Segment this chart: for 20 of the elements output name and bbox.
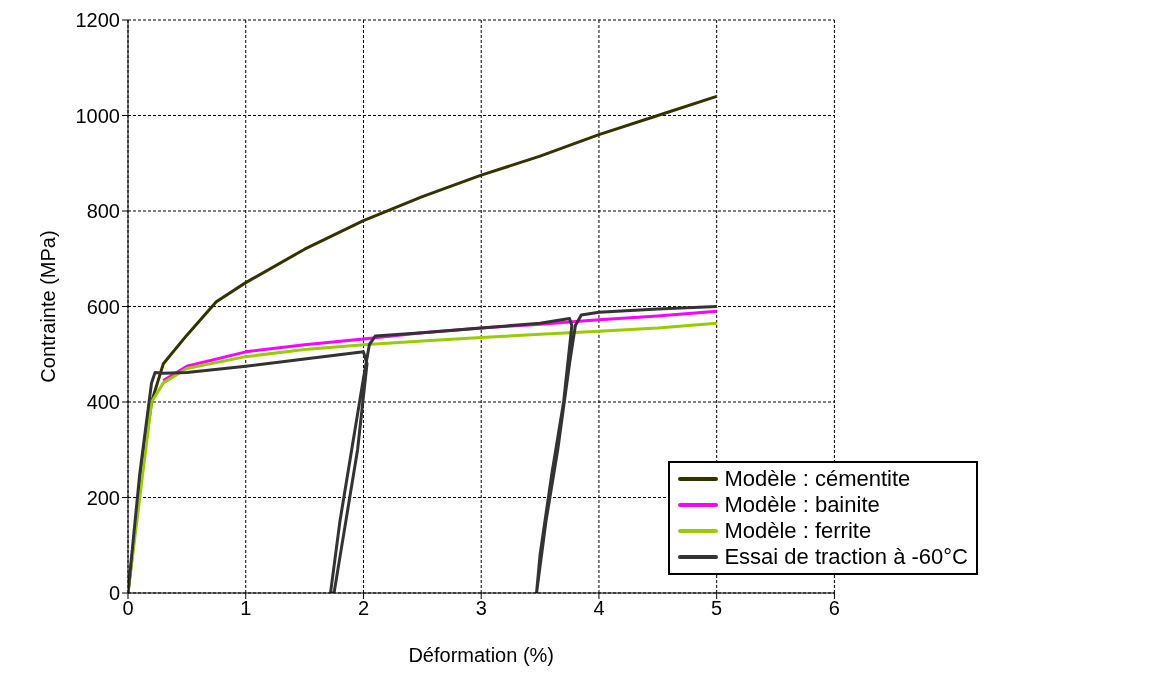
y-tick-label: 1200 — [75, 9, 120, 32]
y-tick-label: 800 — [86, 200, 120, 223]
legend-label: Modèle : cémentite — [724, 466, 911, 492]
x-tick-label: 3 — [475, 597, 487, 620]
x-tick-label: 4 — [593, 597, 605, 620]
legend-label: Essai de traction à -60°C — [724, 544, 968, 570]
y-tick-label: 0 — [108, 582, 120, 605]
legend-label: Modèle : bainite — [724, 492, 880, 518]
x-tick-label: 6 — [828, 597, 840, 620]
x-tick-label: 5 — [711, 597, 723, 620]
legend-label: Modèle : ferrite — [724, 518, 872, 544]
y-tick-label: 400 — [86, 391, 120, 414]
x-tick-label: 2 — [357, 597, 370, 620]
x-tick-label: 0 — [122, 597, 134, 620]
x-tick-label: 1 — [240, 597, 252, 620]
y-tick-label: 600 — [86, 295, 120, 318]
y-tick-label: 200 — [86, 486, 120, 509]
y-axis-title: Contrainte (MPa) — [37, 230, 60, 383]
x-axis-title: Déformation (%) — [408, 644, 555, 667]
y-tick-label: 1000 — [75, 104, 120, 127]
